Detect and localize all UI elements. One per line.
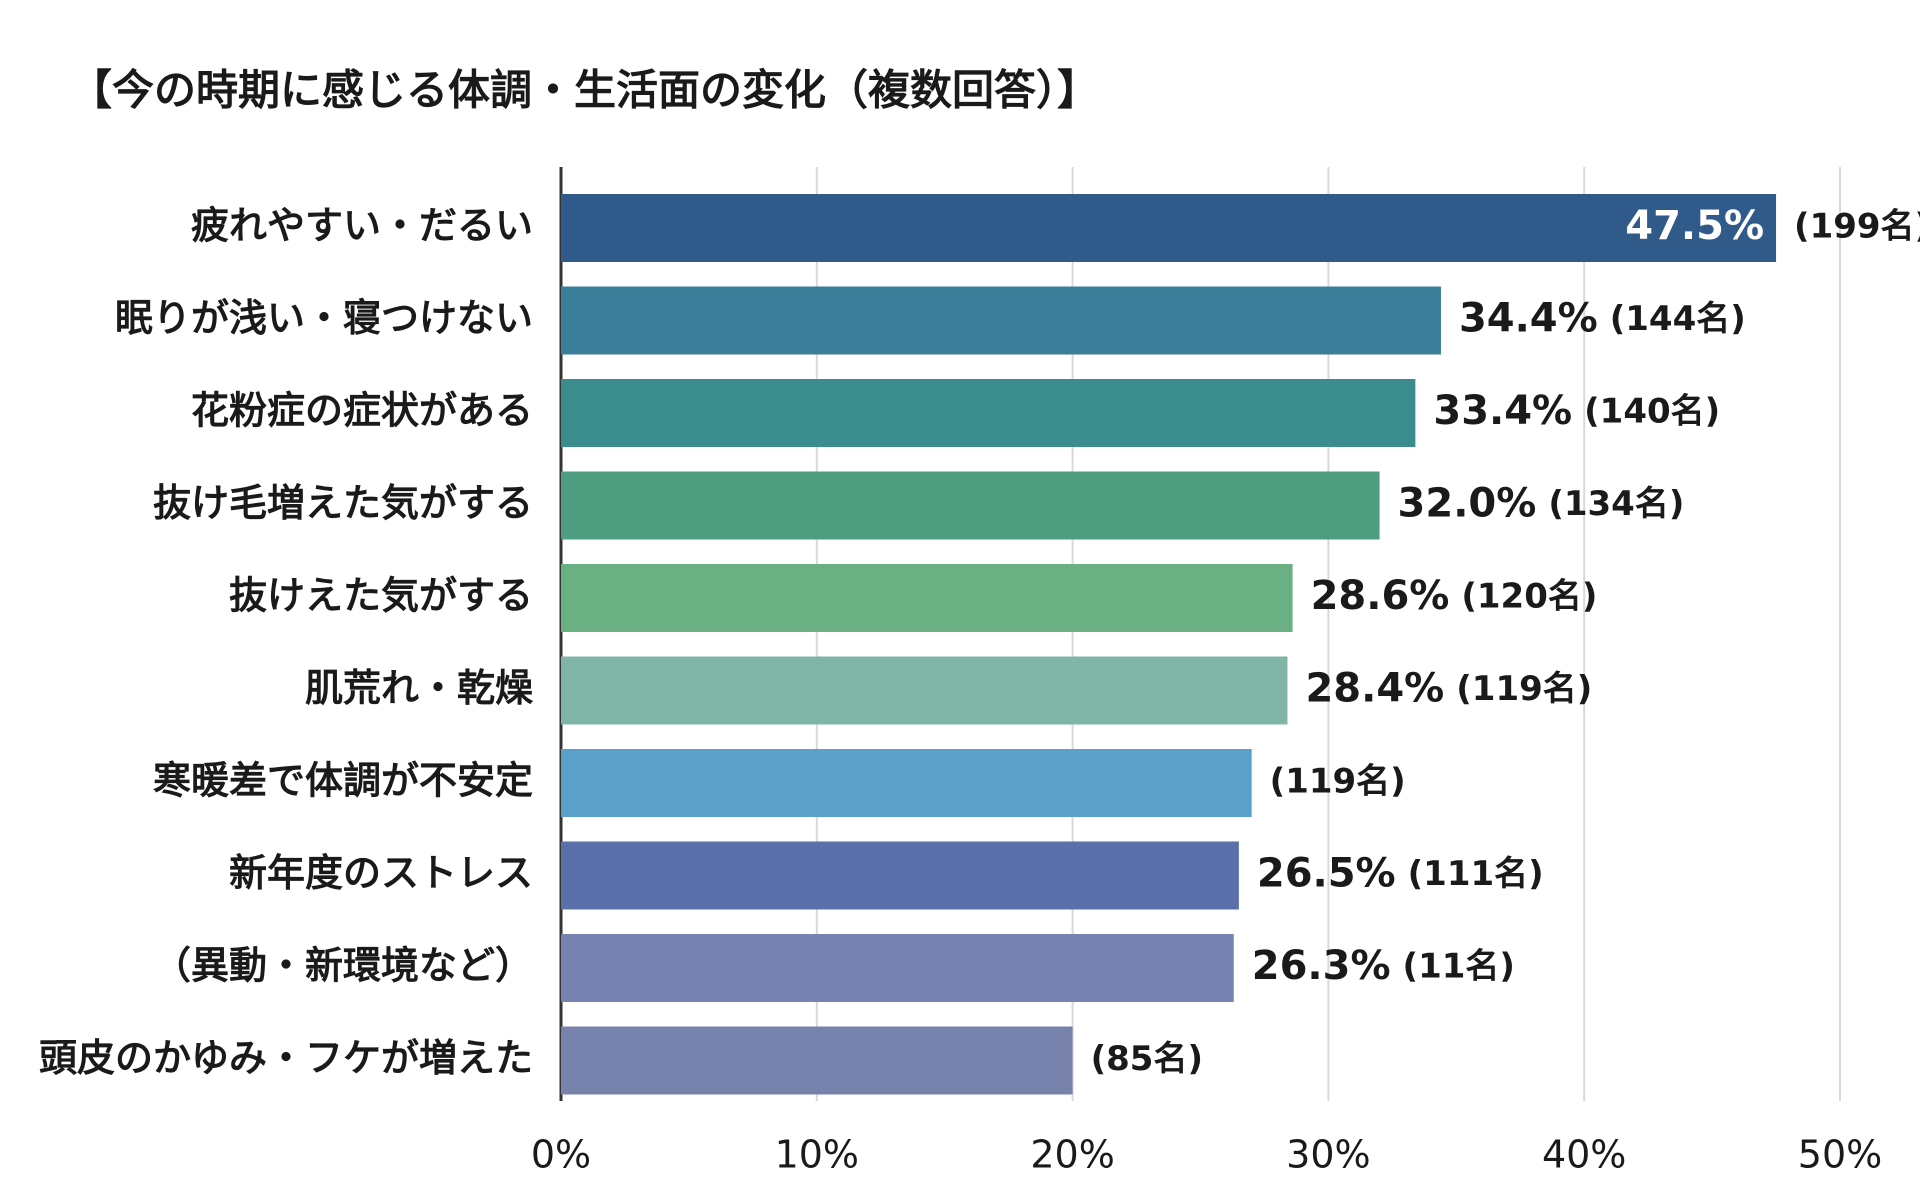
category-label: 新年度のストレス xyxy=(229,851,533,895)
category-label: 眠りが浅い・寝つけない xyxy=(115,296,533,340)
bar xyxy=(561,749,1252,817)
bar xyxy=(561,471,1380,540)
value-label: 28.6% xyxy=(1311,573,1450,619)
x-tick-label: 20% xyxy=(1030,1133,1114,1177)
count-label: (85名) xyxy=(1091,1039,1203,1079)
value-label: 26.5% xyxy=(1257,851,1396,897)
category-label: 抜け毛増えた気がする xyxy=(153,481,533,525)
value-label: 26.3% xyxy=(1252,943,1391,989)
count-label: (144名) xyxy=(1610,299,1746,339)
x-tick-label: 40% xyxy=(1542,1133,1626,1177)
x-tick-label: 10% xyxy=(775,1133,859,1177)
count-label: (119名) xyxy=(1270,762,1406,802)
category-label: 抜けえた気がする xyxy=(229,574,533,618)
bar xyxy=(561,286,1441,355)
category-label: 疲れやすい・だるい xyxy=(191,204,533,248)
value-label: 28.4% xyxy=(1305,666,1444,712)
count-label: (120名) xyxy=(1461,577,1597,617)
bar xyxy=(561,841,1239,910)
count-label: (119名) xyxy=(1456,669,1592,709)
chart-title: 【今の時期に感じる体調・生活面の変化（複数回答）】 xyxy=(70,66,1099,115)
count-label: (11名) xyxy=(1403,947,1515,987)
count-label: (140名) xyxy=(1584,392,1720,432)
bar xyxy=(561,379,1416,447)
count-label: (134名) xyxy=(1548,484,1684,524)
x-tick-label: 50% xyxy=(1798,1133,1882,1177)
value-label: 32.0% xyxy=(1398,481,1537,527)
bar xyxy=(561,1026,1073,1095)
value-label: 47.5% xyxy=(1625,203,1764,249)
category-label: 頭皮のかゆみ・フケが増えた xyxy=(39,1036,533,1080)
category-label: （異動・新環境など） xyxy=(153,944,533,988)
bar xyxy=(561,194,1777,262)
value-label: 34.4% xyxy=(1459,296,1598,342)
category-label: 肌荒れ・乾燥 xyxy=(305,666,534,710)
x-tick-label: 30% xyxy=(1286,1133,1370,1177)
value-label: 33.4% xyxy=(1433,388,1572,434)
category-label: 寒暖差で体調が不安定 xyxy=(153,759,533,803)
count-label: (111名) xyxy=(1408,854,1544,894)
bar xyxy=(561,656,1288,725)
category-label: 花粉症の症状がある xyxy=(191,389,533,433)
x-tick-label: 0% xyxy=(531,1133,591,1177)
bar xyxy=(561,934,1234,1002)
count-label: (199名) xyxy=(1794,207,1920,247)
bar xyxy=(561,564,1293,632)
